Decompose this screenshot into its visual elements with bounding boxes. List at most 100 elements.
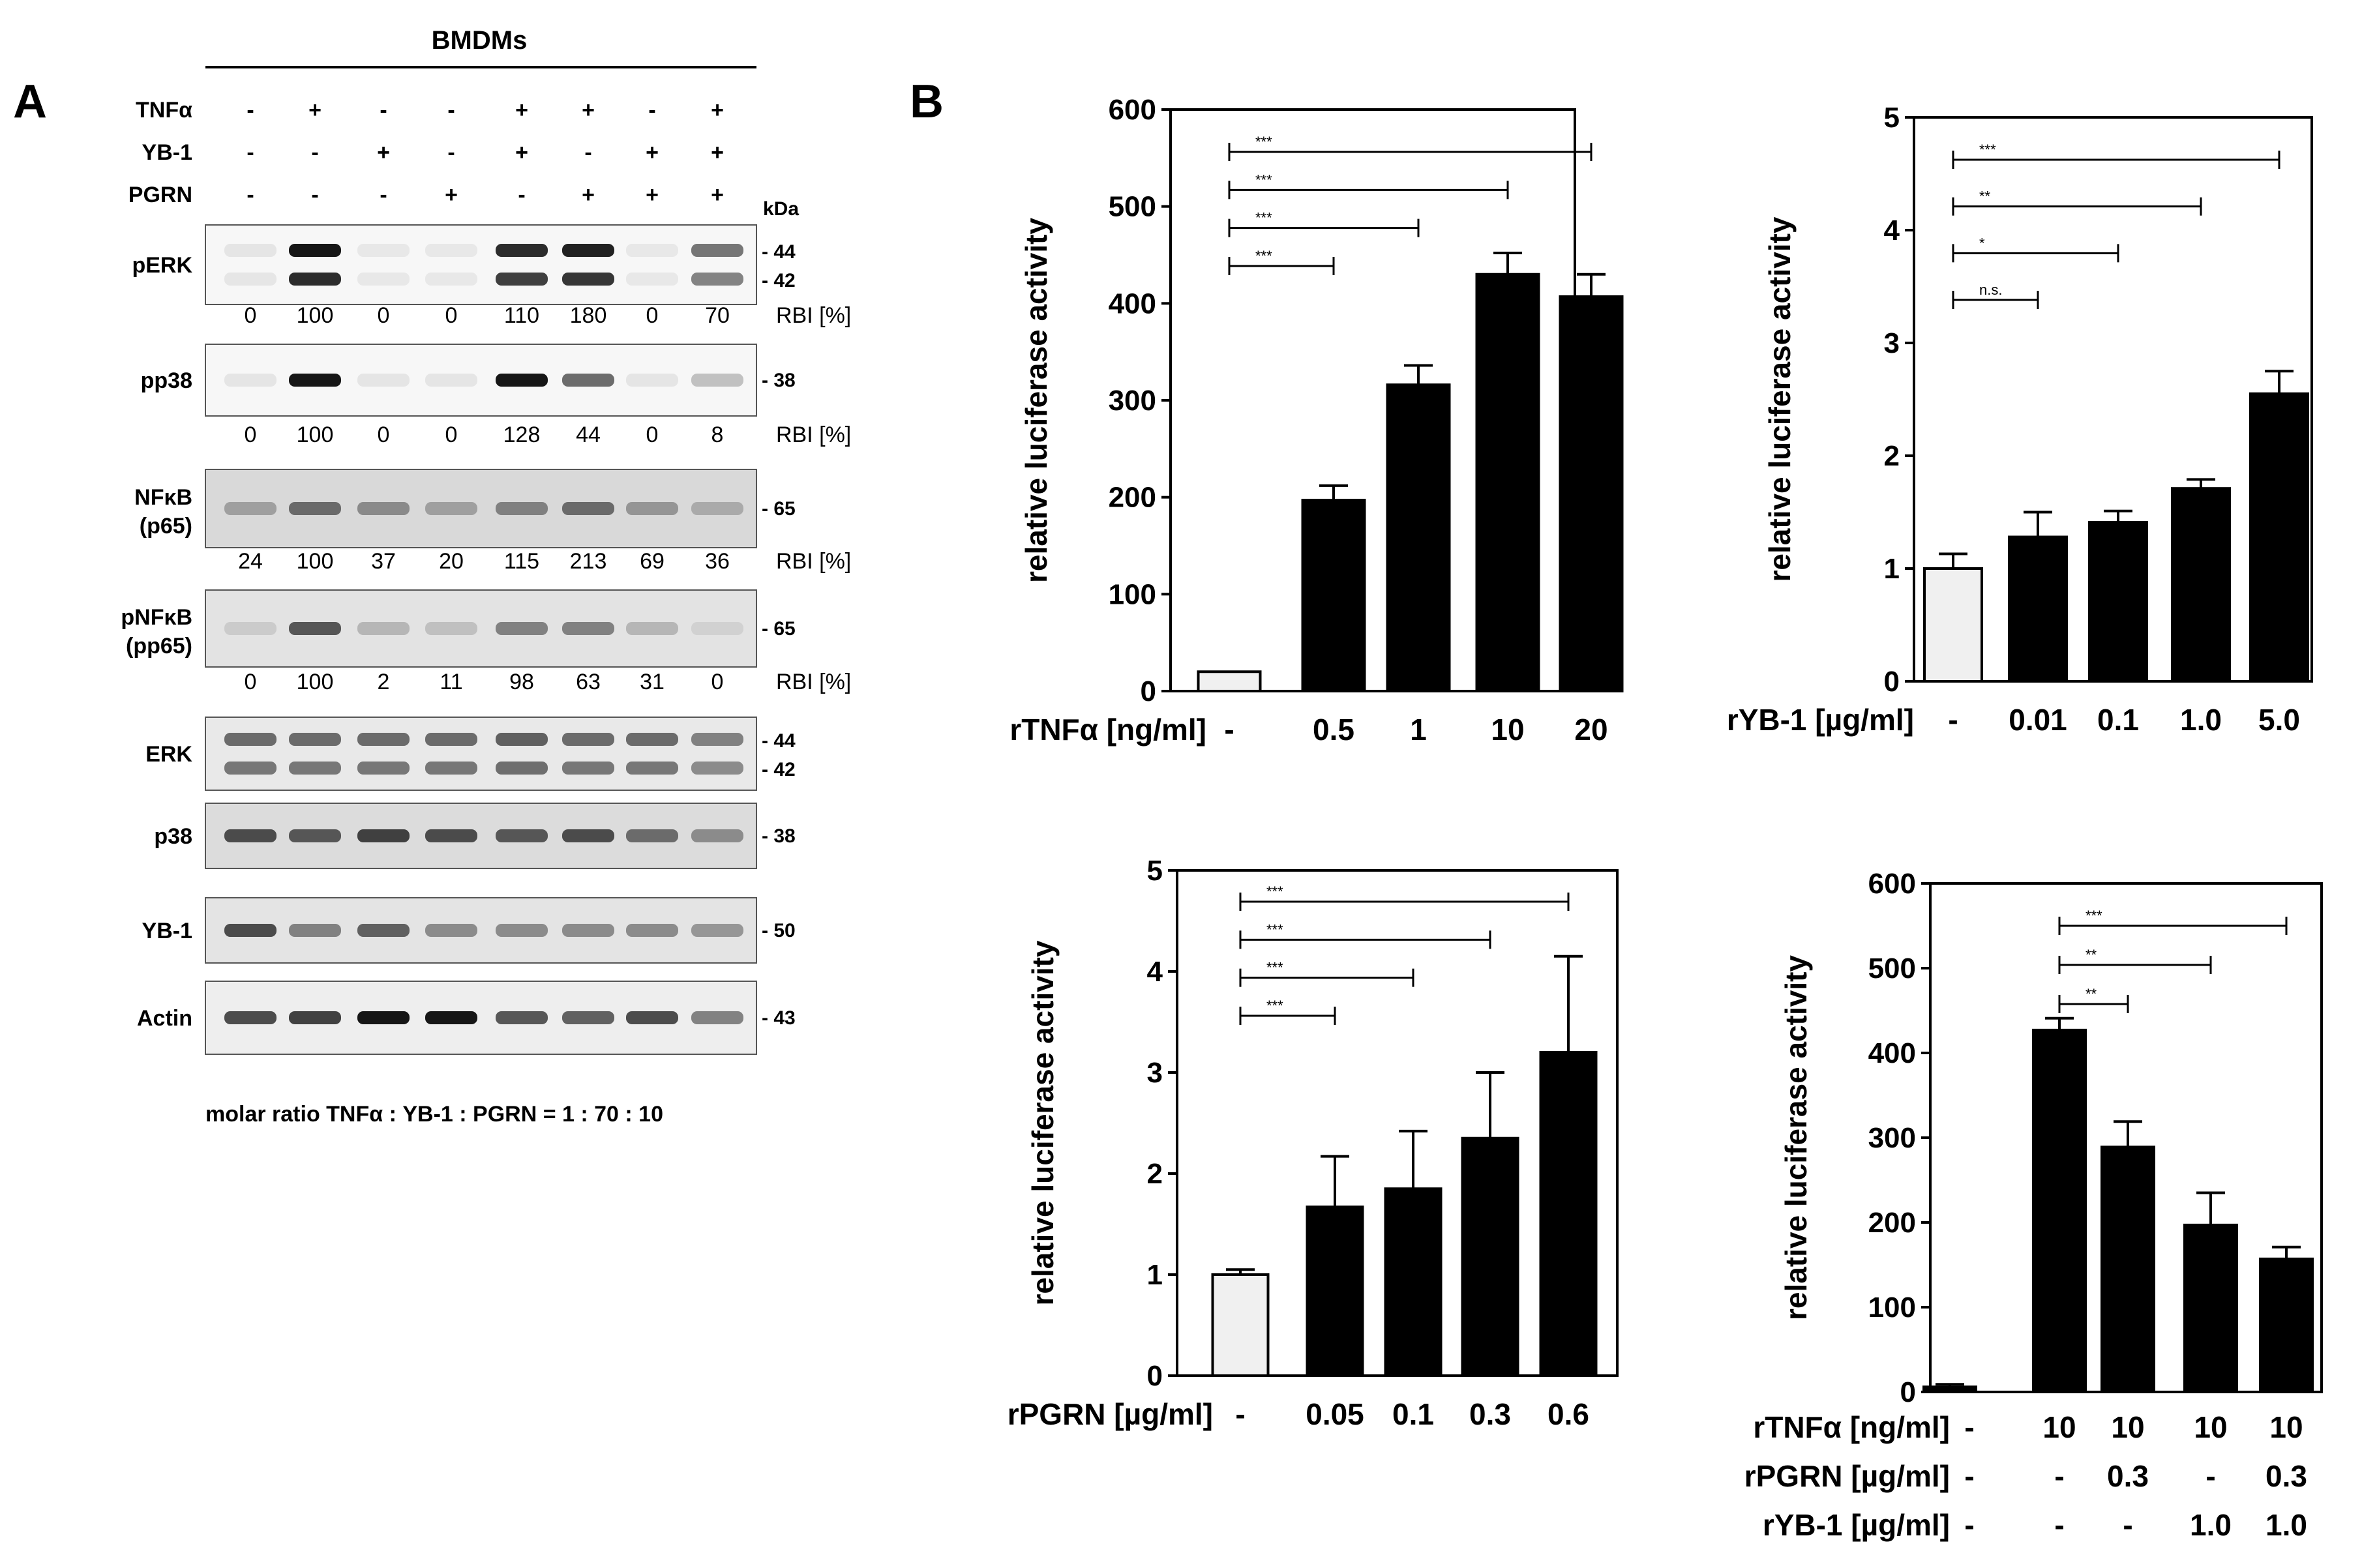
blot-band [691, 502, 743, 515]
rbi-value: 0 [378, 303, 390, 328]
blot-band [626, 1011, 678, 1024]
y-tick-label: 1 [1147, 1259, 1163, 1291]
blot-band [289, 829, 341, 842]
blot-band [224, 502, 277, 515]
x-tick-label: 0.1 [2097, 703, 2139, 737]
treatment-sign: + [308, 98, 321, 123]
treatment-sign: + [711, 183, 724, 207]
blot-band [496, 733, 548, 746]
blot-name: ERK [145, 742, 192, 767]
significance-label: ** [2085, 986, 2097, 1002]
bar [1922, 1385, 1977, 1393]
blot-subname: (pp65) [126, 634, 192, 658]
x-row-value: 10 [2194, 1410, 2227, 1444]
significance-label: *** [1266, 998, 1283, 1014]
bar [1301, 499, 1366, 692]
treatment-sign: - [447, 98, 455, 123]
blot-band [357, 829, 410, 842]
blot-band [562, 1011, 614, 1024]
x-row-label: rYB-1 [µg/ml] [1763, 1508, 1950, 1542]
blot-band [626, 622, 678, 635]
treatment-label-tnfα: TNFα [136, 98, 192, 123]
y-tick-label: 200 [1868, 1207, 1916, 1239]
x-tick-label: 1.0 [2180, 703, 2222, 737]
bar [2259, 1257, 2314, 1394]
x-row-value: 10 [2111, 1410, 2144, 1444]
blot-band [691, 924, 743, 937]
blot-name: YB-1 [142, 919, 192, 943]
blot-perk: pERK - 44 - 42 0 100 0 0 110 180 0 70 RBI [%] [132, 224, 851, 328]
treatment-sign: + [377, 140, 390, 165]
significance-label: *** [1266, 960, 1283, 976]
blot-band [289, 924, 341, 937]
blot-band [626, 733, 678, 746]
x-row-value: - [1964, 1459, 1974, 1493]
x-tick-label: 0.05 [1306, 1397, 1364, 1431]
rbi-value: 0 [245, 303, 257, 328]
rbi-value: 213 [570, 549, 607, 574]
bar [1923, 567, 1983, 683]
kda-marker: - 44 [762, 241, 796, 263]
y-tick-label: 3 [1884, 327, 1900, 359]
kda-marker: - 43 [762, 1007, 796, 1029]
blot-band [289, 1011, 341, 1024]
bar [1306, 1206, 1364, 1378]
treatment-sign: - [584, 140, 591, 165]
blot-band [357, 733, 410, 746]
kda-label: kDa [763, 198, 799, 220]
blot-pp38: pp38 - 38 0 100 0 0 128 44 0 8 RBI [%] [141, 344, 851, 447]
blot-band [562, 762, 614, 775]
treatment-label-yb-1: YB-1 [142, 140, 192, 165]
treatment-sign: + [582, 98, 595, 123]
blot-band [496, 622, 548, 635]
blot-band [562, 273, 614, 286]
blot-frame [205, 224, 757, 305]
kda-marker: - 42 [762, 270, 796, 291]
rbi-label: RBI [%] [776, 303, 851, 328]
significance-label: *** [1266, 883, 1283, 900]
rbi-value: 0 [646, 303, 659, 328]
blot-band [562, 924, 614, 937]
x-row-value: - [2205, 1459, 2215, 1493]
x-axis-label: rPGRN [µg/ml] [1008, 1397, 1213, 1431]
blot-band [224, 1011, 277, 1024]
x-row-value: 1.0 [2265, 1508, 2307, 1542]
x-tick-label: - [1948, 703, 1958, 737]
kda-marker: - 42 [762, 759, 796, 780]
blot-band [289, 273, 341, 286]
bar [1539, 1051, 1598, 1377]
y-tick-label: 400 [1868, 1037, 1916, 1069]
x-tick-label: - [1235, 1397, 1245, 1431]
significance-label: n.s. [1979, 282, 2002, 298]
blot-band [357, 1011, 410, 1024]
kda-marker: - 38 [762, 370, 796, 391]
y-tick-label: 0 [1141, 675, 1156, 707]
blot-band [425, 622, 477, 635]
blot-band [224, 924, 277, 937]
blot-pnfb: pNFκB (pp65) - 65 0 100 2 11 98 63 31 0 RBI [%] [121, 589, 851, 694]
rbi-value: 70 [705, 303, 730, 328]
blot-band [562, 829, 614, 842]
blot-name: p38 [154, 824, 192, 849]
treatment-sign: + [646, 140, 659, 165]
blot-band [496, 829, 548, 842]
rbi-value: 44 [576, 422, 601, 447]
blot-name: NFκB [134, 485, 192, 510]
y-tick-label: 2 [1884, 440, 1900, 472]
blot-band [496, 244, 548, 257]
blot-band [425, 502, 477, 515]
kda-marker: - 65 [762, 618, 796, 640]
treatment-sign: + [582, 183, 595, 207]
x-row-value: - [2054, 1459, 2064, 1493]
rbi-value: 100 [297, 549, 334, 574]
bar [2032, 1028, 2087, 1393]
rbi-value: 0 [245, 422, 257, 447]
rbi-value: 37 [371, 549, 396, 574]
y-tick-label: 600 [1868, 868, 1916, 900]
blot-band [357, 924, 410, 937]
y-tick-label: 0 [1884, 666, 1900, 698]
chart-4: 0 100 200 300 400 500 600 relative luciferase a… [1744, 868, 2323, 1542]
significance-label: *** [1266, 921, 1283, 938]
bar [1475, 273, 1540, 692]
